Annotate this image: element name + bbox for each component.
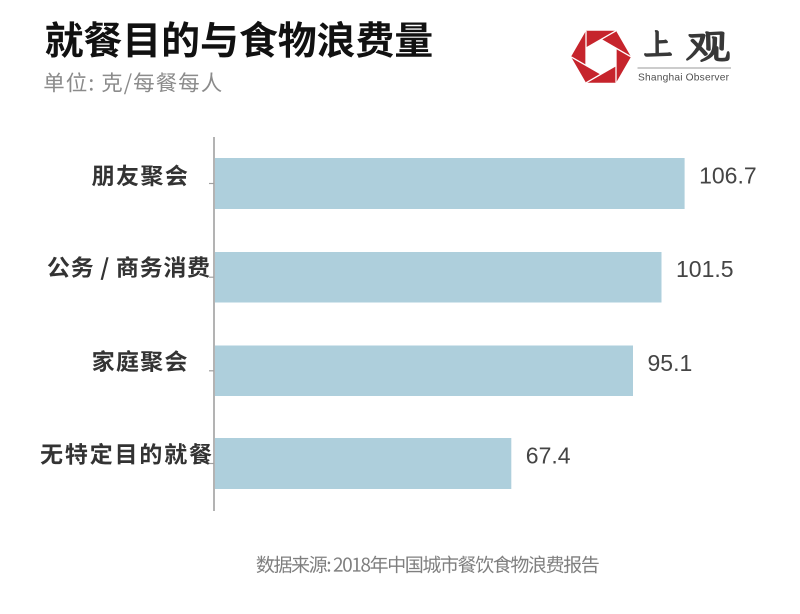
- svg-text:101.5: 101.5: [676, 256, 734, 282]
- svg-text:106.7: 106.7: [699, 163, 757, 189]
- svg-text:67.4: 67.4: [526, 443, 571, 469]
- svg-text:Shanghai Observer: Shanghai Observer: [638, 73, 730, 84]
- svg-text:95.1: 95.1: [648, 350, 693, 376]
